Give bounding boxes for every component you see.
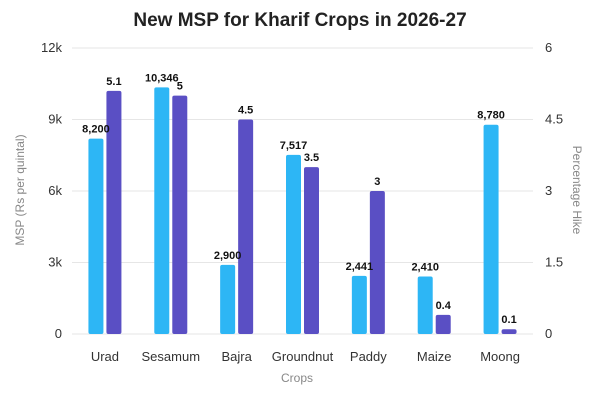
bar-data-label: 2,900 bbox=[214, 250, 242, 262]
bar-data-label: 5.1 bbox=[106, 76, 121, 88]
right-tick-label: 3 bbox=[545, 183, 552, 198]
left-tick-label: 6k bbox=[48, 183, 62, 198]
left-tick-label: 0 bbox=[55, 326, 62, 341]
x-tick-label: Bajra bbox=[221, 349, 252, 364]
bar-data-label: 8,780 bbox=[477, 110, 505, 122]
left-tick-label: 9k bbox=[48, 112, 62, 127]
right-tick-label: 0 bbox=[545, 326, 552, 341]
bar-msp bbox=[154, 87, 170, 334]
x-tick-label: Urad bbox=[91, 349, 119, 364]
x-tick-label: Paddy bbox=[350, 349, 387, 364]
bar-hike bbox=[369, 191, 385, 334]
bars bbox=[88, 87, 517, 335]
bar-msp bbox=[88, 138, 104, 334]
bar-hike bbox=[172, 95, 188, 335]
gridlines bbox=[72, 47, 533, 335]
bar-data-label: 4.5 bbox=[238, 105, 253, 117]
bar-hike bbox=[435, 314, 451, 334]
bar-msp bbox=[220, 264, 236, 334]
left-axis-ticks: 0 3k 6k 9k 12k bbox=[41, 40, 62, 341]
bar-hike bbox=[238, 119, 254, 334]
bar-hike bbox=[106, 90, 122, 335]
right-tick-label: 1.5 bbox=[545, 255, 563, 270]
y2-axis-label: Percentage Hike bbox=[570, 146, 584, 235]
x-axis-label: Crops bbox=[281, 371, 313, 385]
bar-data-label: 2,441 bbox=[346, 261, 374, 273]
bar-data-label: 10,346 bbox=[145, 72, 179, 84]
x-axis-ticks: Urad Sesamum Bajra Groundnut Paddy Maize Moong bbox=[91, 349, 520, 364]
bar-msp bbox=[351, 275, 367, 334]
bar-data-label: 3 bbox=[374, 176, 380, 188]
bar-data-label: 7,517 bbox=[280, 140, 308, 152]
bar-data-label: 3.5 bbox=[304, 152, 319, 164]
left-tick-label: 12k bbox=[41, 40, 62, 55]
bar-msp bbox=[286, 154, 301, 334]
x-tick-label: Maize bbox=[417, 349, 452, 364]
bar-data-label: 0.4 bbox=[436, 300, 452, 312]
x-tick-label: Moong bbox=[480, 349, 520, 364]
right-tick-label: 6 bbox=[545, 40, 552, 55]
bar-hike bbox=[501, 329, 517, 334]
bar-data-label: 2,410 bbox=[411, 262, 439, 274]
chart-title: New MSP for Kharif Crops in 2026-27 bbox=[133, 10, 466, 31]
bar-data-label: 8,200 bbox=[82, 124, 110, 136]
y-axis-label: MSP (Rs per quintal) bbox=[13, 134, 27, 245]
x-tick-label: Groundnut bbox=[272, 349, 334, 364]
x-tick-label: Sesamum bbox=[142, 349, 201, 364]
bar-hike bbox=[304, 167, 319, 334]
bar-data-label: 5 bbox=[177, 81, 183, 93]
bar-msp bbox=[483, 124, 499, 334]
bar-data-label: 0.1 bbox=[501, 314, 516, 326]
left-tick-label: 3k bbox=[48, 255, 62, 270]
right-axis-ticks: 0 1.5 3 4.5 6 bbox=[545, 40, 563, 341]
right-tick-label: 4.5 bbox=[545, 112, 563, 127]
bar-msp bbox=[417, 276, 433, 334]
